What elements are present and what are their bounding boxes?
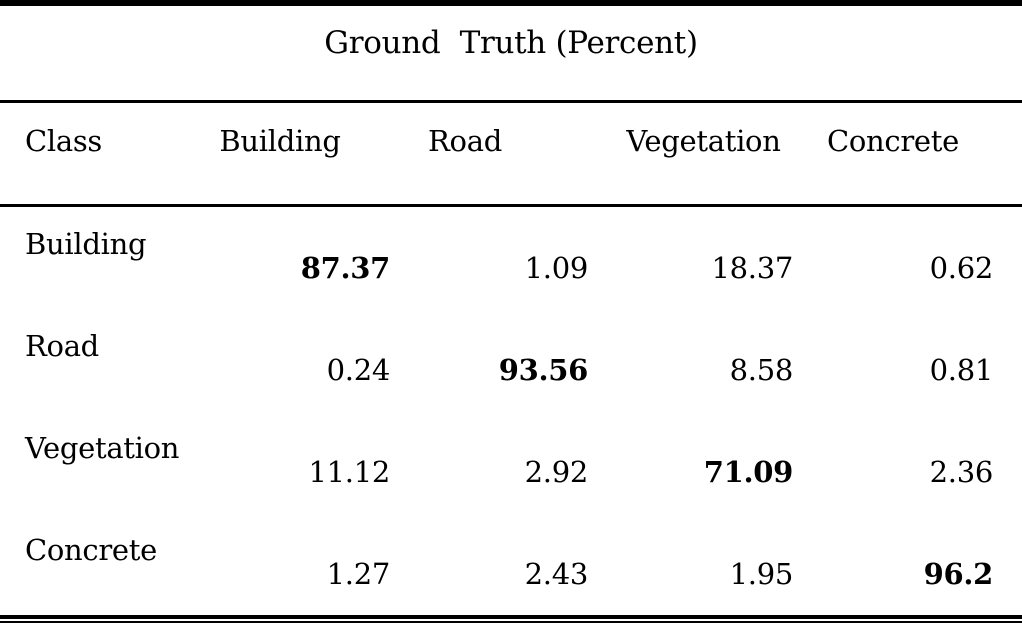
table-row-vegetation: Vegetation 11.12 2.92 71.09 2.36: [0, 411, 993, 513]
row-label: Road: [25, 329, 99, 363]
col-header-road: Road: [428, 124, 502, 158]
table-title: Ground Truth (Percent): [324, 25, 698, 61]
table-row-concrete: Concrete 1.27 2.43 1.95 96.2: [0, 513, 993, 615]
cell-value: 87.37: [300, 251, 391, 285]
cell-value: 8.58: [729, 353, 794, 387]
cell-value: 0.81: [929, 353, 994, 387]
cell-value: 18.37: [711, 251, 793, 285]
cell-value: 1.09: [524, 251, 589, 285]
cell-value: 2.36: [929, 455, 994, 489]
cell-value: 0.62: [929, 251, 994, 285]
cell-value: 71.09: [703, 455, 794, 489]
cell-value: 2.43: [524, 557, 589, 591]
title-row: Ground Truth (Percent): [0, 6, 1022, 100]
col-header-building: Building: [219, 124, 341, 158]
row-label: Building: [25, 227, 147, 261]
title-divider-rule: [0, 100, 1022, 103]
cell-value: 11.12: [308, 455, 390, 489]
bottom-double-rule: [0, 615, 1022, 623]
cell-value: 1.95: [729, 557, 794, 591]
col-header-concrete: Concrete: [826, 124, 959, 158]
cell-value: 96.2: [923, 557, 994, 591]
top-border-rule: [0, 0, 1022, 6]
cell-value: 1.27: [326, 557, 391, 591]
cell-value: 0.24: [326, 353, 391, 387]
header-divider-rule: [0, 204, 1022, 207]
header-row: Class Building Road Vegetation Concrete: [0, 103, 993, 204]
col-header-class: Class: [25, 124, 103, 158]
table-row-building: Building 87.37 1.09 18.37 0.62: [0, 207, 993, 309]
col-header-vegetation: Vegetation: [626, 124, 781, 158]
cell-value: 93.56: [498, 353, 589, 387]
table-row-road: Road 0.24 93.56 8.58 0.81: [0, 309, 993, 411]
row-label: Vegetation: [25, 431, 180, 465]
cell-value: 2.92: [524, 455, 589, 489]
row-label: Concrete: [25, 533, 158, 567]
table-body: Building 87.37 1.09 18.37 0.62 Road 0.24…: [0, 207, 1022, 615]
